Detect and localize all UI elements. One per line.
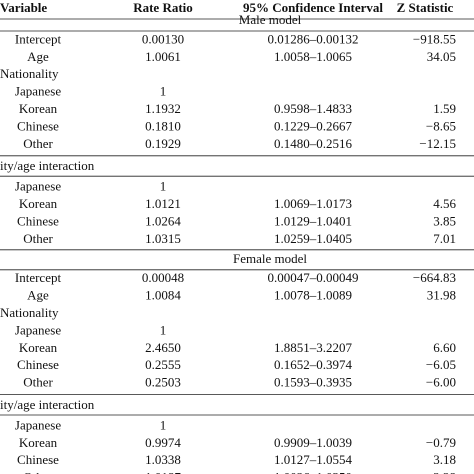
cell: 1.0069–1.0173 <box>274 196 352 211</box>
cell: −8.65 <box>426 118 456 133</box>
row-label: Japanese <box>15 84 61 99</box>
cell: 4.56 <box>433 196 456 211</box>
cell: 0.1229–0.2667 <box>274 118 353 133</box>
cell: 0.9598–1.4833 <box>274 101 352 116</box>
cell: −918.55 <box>413 31 456 46</box>
row-label: Chinese <box>17 213 59 228</box>
cell: 2.28 <box>433 470 456 474</box>
row-label: Japanese <box>15 322 61 337</box>
row-label: Other <box>23 470 53 474</box>
row-label: Intercept <box>15 270 62 285</box>
row-label: Korean <box>19 101 58 116</box>
row-label: Other <box>23 375 53 390</box>
cell: 1.8851–3.2207 <box>274 340 353 355</box>
cell: 0.01286–0.00132 <box>268 31 359 46</box>
header-cell: Variable <box>0 0 47 15</box>
cell: 0.2555 <box>145 357 181 372</box>
cell: 1 <box>160 322 167 337</box>
row-label: Chinese <box>17 452 59 467</box>
cell: 1.1932 <box>145 101 181 116</box>
cell: 3.85 <box>433 213 456 228</box>
row-label: Japanese <box>15 179 61 194</box>
cell: 0.00047–0.00049 <box>268 270 359 285</box>
row-label: Age <box>27 288 49 303</box>
cell: 1.0315 <box>145 231 181 246</box>
cell: 0.1593–0.3935 <box>274 375 352 390</box>
group-title: ity/age interaction <box>0 158 95 173</box>
cell: −6.05 <box>426 357 456 372</box>
header-cell: Rate Ratio <box>133 0 193 15</box>
cell: 0.9974 <box>145 435 181 450</box>
cell: 7.01 <box>433 231 456 246</box>
cell: 1.0259–1.0405 <box>274 231 352 246</box>
row-label: Korean <box>19 435 58 450</box>
cell: 1.59 <box>433 101 456 116</box>
cell: 1.0061 <box>145 49 181 64</box>
cell: −664.83 <box>413 270 456 285</box>
cell: −6.00 <box>426 375 456 390</box>
cell: 0.1810 <box>145 118 181 133</box>
cell: 1.0058–1.0065 <box>274 49 352 64</box>
group-title: Nationality <box>0 305 59 320</box>
cell: 34.05 <box>427 49 456 64</box>
cell: 1.0127–1.0554 <box>274 452 353 467</box>
header-cell: 95% Confidence Interval <box>243 0 383 15</box>
cell: 0.2503 <box>145 375 181 390</box>
cell: 0.00130 <box>142 31 184 46</box>
cell: 1.0121 <box>145 196 181 211</box>
section-title: Female model <box>233 251 307 266</box>
row-label: Intercept <box>15 31 62 46</box>
cell: −12.15 <box>419 136 456 151</box>
cell: 1 <box>160 84 167 99</box>
group-title: ity/age interaction <box>0 397 95 412</box>
cell: 0.1652–0.3974 <box>274 357 353 372</box>
cell: 1.0187 <box>145 470 181 474</box>
cell: 1 <box>160 179 167 194</box>
cell: 1 <box>160 417 167 432</box>
row-label: Japanese <box>15 417 61 432</box>
row-label: Korean <box>19 340 58 355</box>
cell: 1.0338 <box>145 452 181 467</box>
cell: 0.00048 <box>142 270 184 285</box>
header-cell: Z Statistic <box>397 0 454 15</box>
cell: 1.0129–1.0401 <box>274 213 352 228</box>
row-label: Other <box>23 231 53 246</box>
cell: 2.4650 <box>145 340 181 355</box>
cell: 0.9909–1.0039 <box>274 435 352 450</box>
cell: 31.98 <box>427 288 456 303</box>
cell: −0.79 <box>426 435 456 450</box>
cell: 1.0084 <box>145 288 181 303</box>
cell: 6.60 <box>433 340 456 355</box>
row-label: Chinese <box>17 118 59 133</box>
cell: 1.0264 <box>145 213 181 228</box>
cell: 3.18 <box>433 452 456 467</box>
cell: 0.1480–0.2516 <box>274 136 353 151</box>
cell: 1.0078–1.0089 <box>274 288 352 303</box>
row-label: Chinese <box>17 357 59 372</box>
row-label: Age <box>27 49 49 64</box>
section-title: Male model <box>239 12 302 27</box>
cell: 0.1929 <box>145 136 181 151</box>
row-label: Other <box>23 136 53 151</box>
cell: 1.0026–1.0350 <box>274 470 352 474</box>
group-title: Nationality <box>0 66 59 81</box>
row-label: Korean <box>19 196 58 211</box>
